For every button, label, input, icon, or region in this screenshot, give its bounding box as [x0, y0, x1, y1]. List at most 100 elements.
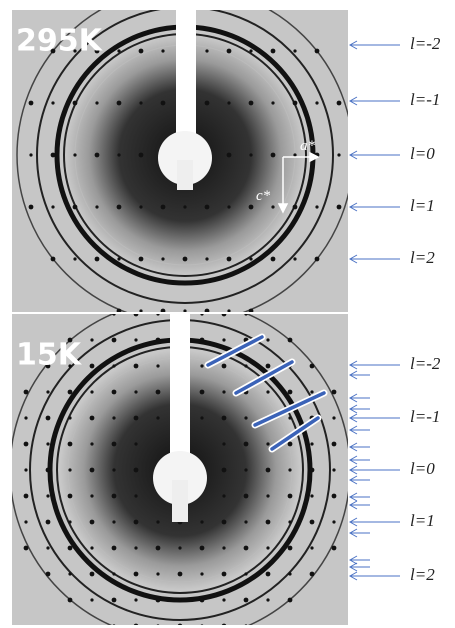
spot — [73, 101, 78, 106]
spot — [222, 572, 227, 577]
spot — [266, 468, 271, 473]
spot — [117, 205, 122, 210]
row-label: l=1 — [410, 196, 435, 215]
spot — [134, 442, 137, 445]
spot — [90, 390, 93, 393]
spot — [156, 338, 161, 343]
spot — [200, 624, 203, 627]
spot — [266, 520, 271, 525]
spot — [332, 520, 335, 523]
spot — [205, 0, 210, 1]
spot — [29, 153, 32, 156]
diffraction-image: 15K — [10, 300, 350, 628]
axis-label: c* — [256, 188, 271, 204]
spot — [68, 468, 71, 471]
spot — [112, 598, 117, 603]
spot — [46, 416, 51, 421]
spot — [73, 257, 76, 260]
spot — [90, 572, 95, 577]
row-label: l=0 — [410, 144, 435, 163]
spot — [139, 0, 142, 1]
spot — [73, 153, 76, 156]
spot — [139, 309, 142, 312]
spot — [244, 598, 249, 603]
spot — [51, 205, 54, 208]
spot — [271, 49, 276, 54]
spot — [222, 520, 227, 525]
spot — [310, 442, 313, 445]
spot — [139, 49, 144, 54]
spot — [112, 364, 115, 367]
spot — [161, 257, 164, 260]
spot — [90, 468, 95, 473]
spot — [51, 101, 54, 104]
spot — [249, 101, 254, 106]
spot — [271, 153, 276, 158]
spot — [24, 546, 29, 551]
spot — [68, 416, 71, 419]
spot — [112, 468, 115, 471]
spot — [288, 416, 291, 419]
spot — [337, 153, 340, 156]
spot — [266, 390, 269, 393]
spot — [222, 598, 225, 601]
spot — [227, 309, 230, 312]
spot — [227, 49, 232, 54]
spot — [244, 494, 249, 499]
spot — [288, 572, 291, 575]
spot — [134, 494, 137, 497]
temperature-label: 295K — [16, 24, 104, 59]
spot — [46, 494, 49, 497]
spot — [68, 494, 73, 499]
spot — [134, 520, 139, 525]
spot — [161, 0, 166, 1]
spot — [244, 546, 249, 551]
spot — [227, 101, 230, 104]
spot — [266, 572, 271, 577]
row-label: l=2 — [410, 565, 435, 584]
figure: 295K a* c* 15K l=-2l=-1l=0l=1l=2l=-2l=-1… — [0, 0, 455, 628]
spot — [46, 390, 49, 393]
spot — [222, 494, 225, 497]
spot — [266, 546, 269, 549]
spot — [249, 205, 254, 210]
spot — [95, 101, 98, 104]
spot — [332, 468, 335, 471]
row-label: l=-2 — [410, 354, 441, 373]
spot — [29, 101, 34, 106]
spot — [315, 257, 320, 262]
spot — [112, 546, 117, 551]
spot — [178, 572, 183, 577]
spot — [95, 257, 100, 262]
spot — [117, 49, 120, 52]
spot — [227, 0, 230, 1]
spot — [90, 416, 95, 421]
spot — [205, 309, 210, 314]
spot — [249, 257, 252, 260]
spot — [156, 598, 161, 603]
spot — [205, 49, 208, 52]
spot — [112, 520, 115, 523]
spot — [90, 546, 93, 549]
spot — [310, 364, 315, 369]
spot — [134, 364, 139, 369]
spot — [51, 153, 56, 158]
spot — [24, 442, 29, 447]
spot — [244, 416, 247, 419]
spot — [288, 494, 293, 499]
spot — [156, 572, 159, 575]
row-label: l=0 — [410, 459, 435, 478]
spot — [68, 442, 73, 447]
spot — [139, 101, 142, 104]
spot — [227, 153, 232, 158]
spot — [200, 390, 205, 395]
spot — [29, 205, 34, 210]
spot — [161, 309, 166, 314]
spot — [117, 257, 120, 260]
spot — [222, 312, 227, 317]
spot — [117, 153, 120, 156]
spot — [95, 205, 98, 208]
spot — [112, 338, 117, 343]
spot — [249, 49, 252, 52]
spot — [249, 309, 254, 314]
